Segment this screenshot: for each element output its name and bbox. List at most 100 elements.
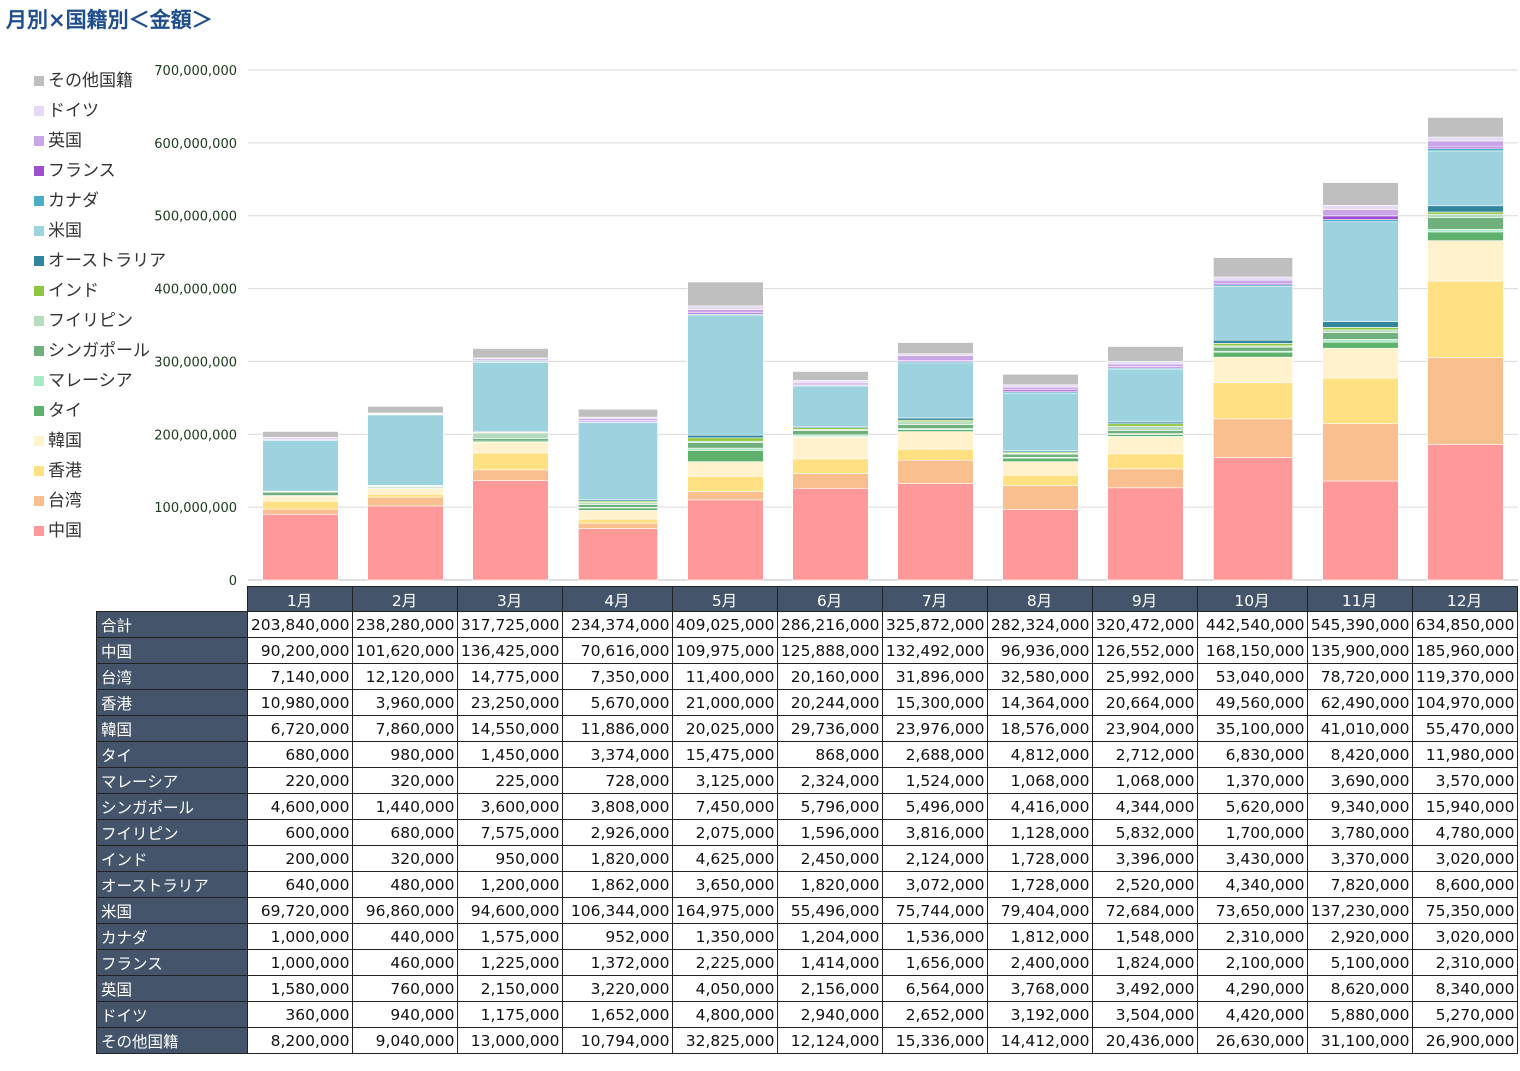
- table-cell: 4,812,000: [986, 741, 1093, 768]
- bar-segment: [1213, 257, 1293, 278]
- table-cell: 1,000,000: [246, 949, 353, 976]
- bar-segment: [897, 459, 974, 484]
- stacked-bar-chart: 0 100,000,000 200,000,000 300,000,000 400,00…: [154, 64, 1518, 586]
- table-cell: 320,000: [351, 845, 458, 872]
- data-table: 1月 2月 3月 4月 5月 6月 7月 8月 9月 10月 11月 12月 合計 203,840,00…: [96, 586, 1518, 1054]
- table-row: オーストラリア 640,000 480,000 1,200,000 1,862,000 3…: [96, 871, 1518, 898]
- table-cell: 12,124,000: [776, 1027, 883, 1054]
- table-cell: 41,010,000: [1306, 715, 1413, 742]
- table-cell: 1,204,000: [776, 923, 883, 950]
- bar-segment: [578, 510, 658, 520]
- table-cell: 2,450,000: [776, 845, 883, 872]
- table-cell: 3,220,000: [561, 975, 673, 1002]
- legend-label: 米国: [48, 221, 82, 241]
- legend-swatch: [34, 256, 44, 266]
- table-cell: 320,000: [351, 767, 458, 794]
- table-cell: 53,040,000: [1196, 663, 1308, 690]
- bar-segment: [1427, 117, 1504, 138]
- bar-segment: [262, 495, 339, 502]
- table-cell: 2,100,000: [1196, 949, 1308, 976]
- table-cell: 1,820,000: [561, 845, 673, 872]
- table-cell: 3,072,000: [881, 871, 988, 898]
- bar-segment: [792, 371, 869, 381]
- table-row: タイ 680,000 980,000 1,450,000 3,374,000 15,475…: [96, 741, 1518, 768]
- bar-segment: [472, 480, 549, 581]
- table-cell: 728,000: [561, 767, 673, 794]
- table-cell: 26,900,000: [1411, 1027, 1518, 1054]
- table-cell: 135,900,000: [1306, 637, 1413, 664]
- bar-segment: [578, 518, 658, 524]
- bar-segment: [1427, 229, 1504, 233]
- table-cell: 6,830,000: [1196, 741, 1308, 768]
- legend-label: フランス: [48, 161, 116, 181]
- bar-segment: [897, 421, 974, 425]
- table-cell: 1,128,000: [986, 819, 1093, 846]
- table-cell: 9,040,000: [351, 1027, 458, 1054]
- legend-swatch: [34, 436, 44, 446]
- row-header: 香港: [96, 689, 248, 716]
- column-header: 9月: [1091, 586, 1198, 612]
- table-cell: 7,860,000: [351, 715, 458, 742]
- row-header: 米国: [96, 897, 248, 924]
- table-cell: 5,670,000: [561, 689, 673, 716]
- bar-segment: [1107, 453, 1184, 470]
- row-header: カナダ: [96, 923, 248, 950]
- table-cell: 14,364,000: [986, 689, 1093, 716]
- table-cell: 14,412,000: [986, 1027, 1093, 1054]
- table-cell: 634,850,000: [1411, 611, 1518, 638]
- bar-segment: [1213, 279, 1293, 284]
- table-cell: 4,340,000: [1196, 871, 1308, 898]
- table-cell: 8,620,000: [1306, 975, 1413, 1002]
- table-cell: 1,000,000: [246, 923, 353, 950]
- table-cell: 21,000,000: [671, 689, 778, 716]
- table-cell: 282,324,000: [986, 611, 1093, 638]
- bar-segment: [1107, 430, 1184, 434]
- chart-title: 月別×国籍別＜金額＞: [6, 8, 213, 32]
- bar-segment: [897, 448, 974, 461]
- table-cell: 1,350,000: [671, 923, 778, 950]
- table-cell: 1,728,000: [986, 871, 1093, 898]
- row-header: その他国籍: [96, 1027, 248, 1054]
- legend-label: フイリピン: [48, 311, 133, 331]
- table-cell: 5,620,000: [1196, 793, 1308, 820]
- table-cell: 220,000: [246, 767, 353, 794]
- bar-segment: [1427, 280, 1504, 358]
- bar-segment: [1002, 392, 1079, 452]
- bar-segment: [578, 504, 658, 508]
- bar-segment: [1322, 205, 1399, 210]
- bar-segment: [1322, 221, 1399, 322]
- table-cell: 1,175,000: [456, 1001, 563, 1028]
- table-row: カナダ 1,000,000 440,000 1,575,000 952,000 1,350…: [96, 923, 1518, 950]
- table-cell: 20,244,000: [776, 689, 883, 716]
- table-cell: 1,068,000: [1091, 767, 1198, 794]
- bar-segment: [1213, 418, 1293, 458]
- bar-segment: [1213, 276, 1293, 281]
- table-cell: 132,492,000: [881, 637, 988, 664]
- table-cell: 31,100,000: [1306, 1027, 1413, 1054]
- legend-item: タイ: [34, 396, 174, 426]
- table-cell: 3,768,000: [986, 975, 1093, 1002]
- table-header-row: 1月 2月 3月 4月 5月 6月 7月 8月 9月 10月 11月 12月: [96, 586, 1518, 612]
- bar-segment: [1322, 182, 1399, 206]
- table-cell: 1,370,000: [1196, 767, 1308, 794]
- table-corner: [96, 586, 247, 612]
- table-cell: 5,270,000: [1411, 1001, 1518, 1028]
- bar-segment: [1213, 286, 1293, 341]
- bar-segment: [687, 309, 764, 313]
- legend-swatch: [34, 406, 44, 416]
- table-cell: 62,490,000: [1306, 689, 1413, 716]
- table-cell: 5,796,000: [776, 793, 883, 820]
- table-cell: 4,780,000: [1411, 819, 1518, 846]
- bar-segment: [687, 491, 764, 501]
- table-cell: 680,000: [351, 819, 458, 846]
- bar-segment: [897, 431, 974, 450]
- table-row: 合計 203,840,000 238,280,000 317,725,000 234,3…: [96, 611, 1518, 638]
- table-cell: 20,664,000: [1091, 689, 1198, 716]
- bar-segment: [1213, 356, 1293, 384]
- bar-segment: [578, 502, 658, 505]
- table-cell: 29,736,000: [776, 715, 883, 742]
- bar-segment: [792, 436, 869, 460]
- table-cell: 440,000: [351, 923, 458, 950]
- table-cell: 23,976,000: [881, 715, 988, 742]
- bar-segment: [1322, 339, 1399, 343]
